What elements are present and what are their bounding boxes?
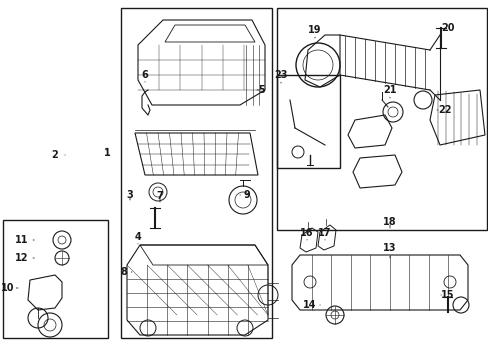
Text: 17: 17	[318, 228, 331, 238]
Text: 12: 12	[15, 253, 29, 263]
Text: 11: 11	[15, 235, 29, 245]
Text: 14: 14	[303, 300, 316, 310]
Text: 16: 16	[300, 228, 313, 238]
Text: 7: 7	[156, 191, 163, 201]
Text: 20: 20	[440, 23, 454, 33]
Text: 3: 3	[126, 190, 133, 200]
Bar	[121, 8, 271, 338]
Text: 2: 2	[52, 150, 58, 160]
Text: 10: 10	[1, 283, 15, 293]
Text: 22: 22	[437, 105, 451, 115]
Bar	[276, 8, 486, 230]
Bar	[3, 220, 108, 338]
Text: 8: 8	[121, 267, 127, 277]
Text: 19: 19	[307, 25, 321, 35]
Text: 1: 1	[103, 148, 110, 158]
Bar	[276, 75, 339, 168]
Text: 15: 15	[440, 290, 454, 300]
Text: 21: 21	[383, 85, 396, 95]
Text: 9: 9	[243, 190, 250, 200]
Text: 6: 6	[142, 70, 148, 80]
Text: 5: 5	[258, 85, 265, 95]
Text: 23: 23	[274, 70, 287, 80]
Text: 13: 13	[383, 243, 396, 253]
Text: 18: 18	[383, 217, 396, 227]
Text: 4: 4	[134, 232, 141, 242]
